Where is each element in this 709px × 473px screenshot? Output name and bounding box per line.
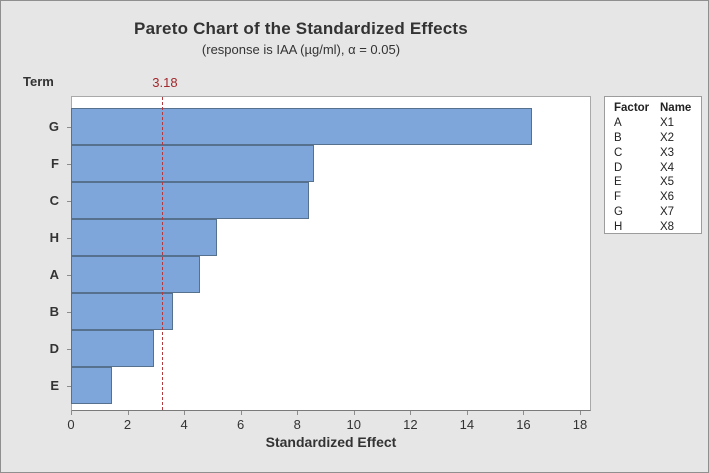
bar-G (71, 108, 532, 145)
legend-cell: X1 (660, 117, 675, 130)
y-tick (67, 348, 71, 350)
legend-row: B X2 (614, 131, 691, 146)
legend-cell: X2 (660, 131, 675, 144)
legend-row: H X8 (614, 219, 691, 234)
bar-B (71, 293, 173, 330)
bar-A (71, 256, 200, 293)
x-tick (523, 411, 525, 415)
legend-cell: F (614, 191, 622, 204)
legend-cell: X8 (660, 220, 675, 233)
y-category-B: B (49, 303, 59, 319)
legend-box: Factor Name A X1 B X2 C X3 D X4 E X5 F X6 G X7 H X8 (604, 96, 702, 234)
legend-cell: X5 (660, 176, 675, 189)
x-tick (410, 411, 412, 415)
legend-cell: G (614, 205, 623, 218)
y-category-F: F (51, 155, 59, 171)
x-tick (466, 411, 468, 415)
y-category-E: E (50, 377, 59, 393)
x-tick-label-12: 12 (403, 417, 418, 432)
y-tick (67, 311, 71, 313)
bars-container (71, 108, 532, 404)
x-tick (353, 411, 355, 415)
x-tick (240, 411, 242, 415)
legend-row: G X7 (614, 205, 691, 220)
y-category-H: H (49, 229, 59, 245)
x-tick (127, 411, 129, 415)
legend-cell: E (614, 176, 622, 189)
x-tick-label-0: 0 (67, 417, 75, 432)
x-tick-label-6: 6 (237, 417, 245, 432)
x-tick-label-10: 10 (346, 417, 361, 432)
chart-subtitle: (response is IAA (µg/ml), α = 0.05) (201, 42, 401, 57)
y-tick (67, 200, 71, 202)
y-category-C: C (49, 192, 59, 208)
plot-area (71, 96, 591, 411)
bar-H (71, 219, 217, 256)
legend-row: A X1 (614, 116, 691, 131)
x-tick (297, 411, 299, 415)
legend-row: E X5 (614, 175, 691, 190)
y-category-A: A (49, 266, 59, 282)
x-axis-title: Standardized Effect (265, 434, 397, 450)
legend-cell: X6 (660, 191, 675, 204)
legend-cell: X3 (660, 146, 675, 159)
x-tick-label-18: 18 (572, 417, 588, 432)
x-tick-label-4: 4 (180, 417, 188, 432)
y-tick (67, 163, 71, 165)
y-tick (67, 385, 71, 387)
y-tick (67, 126, 71, 128)
legend-table: Factor Name A X1 B X2 C X3 D X4 E X5 F X6 G X7 H X8 (614, 101, 691, 234)
reference-line (161, 97, 163, 410)
y-axis-title: Term (23, 74, 54, 89)
x-tick-label-14: 14 (459, 417, 475, 432)
bar-C (71, 182, 309, 219)
x-tick-label-2: 2 (123, 417, 132, 432)
bar-F (71, 145, 315, 182)
bar-E (71, 367, 112, 404)
reference-line-label: 3.18 (152, 75, 178, 90)
legend-cell: A (614, 117, 622, 130)
legend-header-cell: Name (660, 102, 692, 115)
legend-header-cell: Factor (614, 102, 650, 115)
legend-row: D X4 (614, 160, 691, 175)
legend-row: F X6 (614, 190, 691, 205)
x-tick-label-8: 8 (293, 417, 301, 432)
x-tick (580, 411, 581, 415)
legend-cell: H (614, 220, 623, 233)
y-tick (67, 237, 71, 239)
legend-row: C X3 (614, 145, 691, 160)
x-tick (184, 411, 186, 415)
x-tick-label-16: 16 (516, 417, 531, 432)
legend-cell: B (614, 131, 622, 144)
legend-header-row: Factor Name (614, 101, 691, 116)
x-tick (71, 411, 72, 415)
legend-cell: X7 (660, 205, 675, 218)
legend-cell: X4 (660, 161, 675, 174)
y-category-G: G (48, 118, 59, 134)
y-category-D: D (49, 340, 59, 356)
chart-title: Pareto Chart of the Standardized Effects (134, 19, 468, 38)
y-tick (67, 274, 71, 276)
legend-cell: C (614, 146, 623, 159)
bar-D (71, 330, 155, 367)
legend-cell: D (614, 161, 623, 174)
